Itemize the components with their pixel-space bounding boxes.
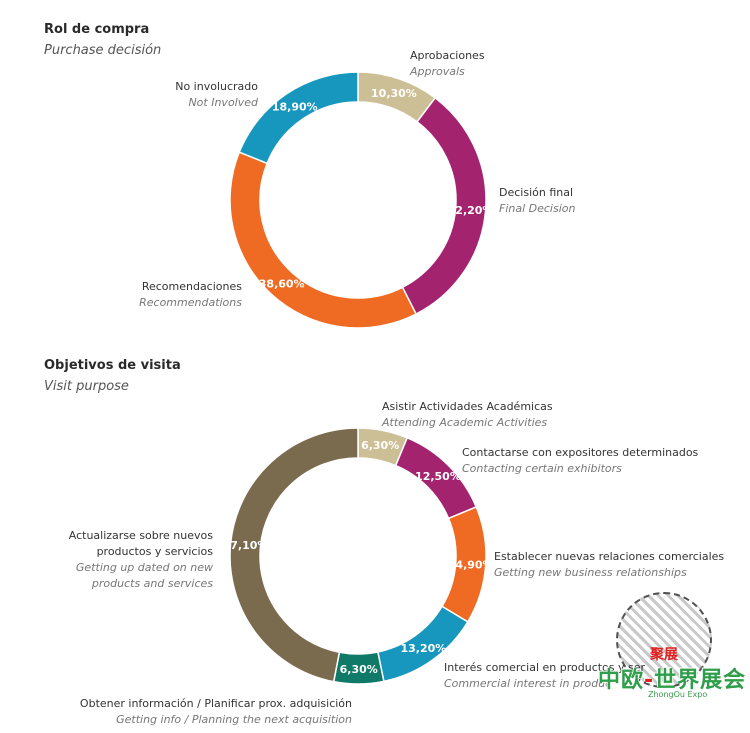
watermark-top-text: 聚展 — [650, 647, 678, 663]
donut2-slice-0-value-label: 6,30% — [361, 439, 399, 452]
donut-chart-visit-purpose: 6,30% 12,50% 14,90% 13,20% 6,30% 47,10% — [223, 427, 494, 685]
donut2-slice-5 — [229, 427, 359, 683]
chart2-label-info: Obtener información / Planificar prox. a… — [79, 697, 352, 726]
donut1-slice-2 — [229, 151, 418, 329]
chart2-label-commercial: Interés comercial en productos y ser Com… — [444, 661, 646, 690]
watermark-main-text: 中欧-世界展会 — [598, 668, 747, 693]
chart2-label-business: Establecer nuevas relaciones comerciales… — [494, 550, 725, 579]
chart1-label-recommendations: Recomendaciones Recommendations — [139, 280, 242, 309]
chart1-title: Rol de compra — [44, 22, 150, 37]
chart2-subtitle: Visit purpose — [44, 379, 129, 394]
donut2-slice-5-value-label: 47,10% — [223, 539, 269, 552]
donut1-slice-2-value-label: 38,60% — [259, 277, 305, 290]
chart1-subtitle: Purchase decisión — [44, 43, 162, 58]
donut1-slice-3-value-label: 18,90% — [272, 100, 318, 113]
chart1-label-final-decision: Decisión final Final Decision — [499, 186, 576, 215]
donut2-slice-2-value-label: 14,90% — [448, 558, 494, 571]
donut2-slice-3-value-label: 13,20% — [400, 642, 446, 655]
donut1-slice-3 — [238, 71, 359, 165]
chart1-label-not-involved: No involucrado Not Involved — [175, 80, 258, 109]
donut2-slice-4-value-label: 6,30% — [340, 663, 378, 676]
donut1-slice-0-value-label: 10,30% — [371, 87, 417, 100]
chart2-title: Objetivos de visita — [44, 358, 181, 373]
watermark-en-text: ZhongOu Expo — [648, 690, 708, 699]
chart1-label-approvals: Aprobaciones Approvals — [410, 49, 485, 78]
donut1-slice-1-value-label: 32,20% — [448, 204, 494, 217]
zhongou-expo-watermark: 聚展 中欧-世界展会 ZhongOu Expo — [598, 592, 745, 714]
donut-chart-purchase-role: 10,30% 32,20% 38,60% 18,90% — [229, 71, 494, 329]
donut2-slice-1-value-label: 12,50% — [415, 470, 461, 483]
chart2-label-updated: Actualizarse sobre nuevos productos y se… — [68, 529, 213, 590]
chart2-label-academic: Asistir Actividades Académicas Attending… — [382, 400, 553, 429]
chart2-label-exhibitors: Contactarse con expositores determinados… — [462, 446, 699, 475]
qr-code-icon — [616, 592, 712, 688]
